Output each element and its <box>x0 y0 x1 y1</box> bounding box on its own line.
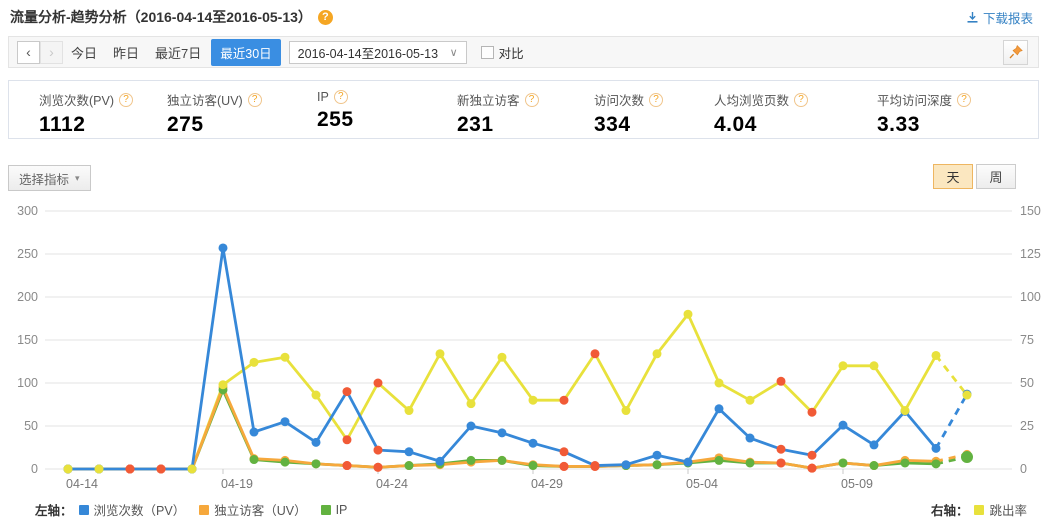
svg-text:100: 100 <box>1020 290 1041 304</box>
svg-text:04-19: 04-19 <box>221 477 253 491</box>
legend-item-ip: IP <box>320 502 348 517</box>
stat-new-uv-value: 231 <box>457 113 494 136</box>
legend-left-axis-title: 左轴： <box>35 504 73 518</box>
download-report-link[interactable]: 下载报表 <box>966 8 1033 27</box>
metric-selector-button[interactable]: 选择指标 ▾ <box>8 165 91 191</box>
stat-pages-per-visit-help-icon[interactable]: ? <box>794 92 809 107</box>
legend-item-uv-label: 独立访客（UV） <box>214 504 307 518</box>
ip-swatch-icon <box>320 504 331 515</box>
stat-avg-depth: 平均访问深度? 3.33 <box>877 90 1038 138</box>
range-last7days[interactable]: 最近7日 <box>155 45 202 61</box>
svg-text:150: 150 <box>1020 204 1041 218</box>
summary-stats: 浏览次数(PV)? 1112 独立访客(UV)? 275 IP? 255 新独立… <box>8 80 1039 139</box>
stat-new-uv-label: 新独立访客 <box>457 94 520 108</box>
svg-text:300: 300 <box>17 204 38 218</box>
stat-ip-help-icon[interactable]: ? <box>333 90 348 104</box>
stat-uv: 独立访客(UV)? 275 <box>167 90 317 138</box>
legend-item-ip-label: IP <box>335 502 348 517</box>
title-row: 流量分析-趋势分析（2016-04-14至2016-05-13） ? 下载报表 <box>10 6 1033 28</box>
stat-pv-label: 浏览次数(PV) <box>39 94 115 108</box>
stat-visits-help-icon[interactable]: ? <box>649 92 664 107</box>
svg-text:50: 50 <box>1020 376 1034 390</box>
legend-right-group: 右轴： 跳出率 <box>931 500 1027 519</box>
stat-ip-value: 255 <box>317 108 354 131</box>
date-range-value: 2016-04-14至2016-05-13 <box>297 46 439 61</box>
svg-text:04-29: 04-29 <box>531 477 563 491</box>
svg-text:04-24: 04-24 <box>376 477 408 491</box>
range-last30days-selected[interactable]: 最近30日 <box>211 38 281 66</box>
compare-label: 对比 <box>498 46 524 61</box>
svg-text:125: 125 <box>1020 247 1041 261</box>
granularity-toggle: 天 周 <box>933 164 1016 189</box>
svg-text:05-04: 05-04 <box>686 477 718 491</box>
stat-pages-per-visit: 人均浏览页数? 4.04 <box>714 90 877 138</box>
stat-visits: 访问次数? 334 <box>594 90 714 138</box>
stat-pv-help-icon[interactable]: ? <box>119 92 134 107</box>
trend-chart-area: 300 150 250 125 200 100 150 75 100 50 50 25 0 0 04-14 0… <box>0 198 1047 494</box>
uv-swatch-icon <box>199 504 210 515</box>
stat-uv-label: 独立访客(UV) <box>167 94 243 108</box>
svg-text:75: 75 <box>1020 333 1034 347</box>
pushpin-icon <box>1009 45 1023 59</box>
stat-new-uv: 新独立访客? 231 <box>457 90 594 138</box>
svg-text:04-14: 04-14 <box>66 477 98 491</box>
page-title: 流量分析-趋势分析（2016-04-14至2016-05-13） <box>10 9 312 25</box>
stat-pv-value: 1112 <box>39 113 86 136</box>
compare-checkbox[interactable] <box>480 45 494 59</box>
granularity-day-button[interactable]: 天 <box>933 164 973 189</box>
stat-ip-label: IP <box>317 90 329 104</box>
caret-down-icon: ▾ <box>75 172 80 183</box>
date-toolbar: ‹ › 今日 昨日 最近7日 最近30日 2016-04-14至2016-05-… <box>8 36 1039 68</box>
prev-range-button[interactable]: ‹ <box>17 40 40 64</box>
metric-selector-label: 选择指标 <box>19 172 70 187</box>
svg-text:250: 250 <box>17 247 38 261</box>
date-range-select[interactable]: 2016-04-14至2016-05-13 ∨ <box>288 40 467 64</box>
granularity-week-button[interactable]: 周 <box>976 164 1016 189</box>
svg-text:150: 150 <box>17 333 38 347</box>
stat-ip: IP? 255 <box>317 90 457 138</box>
stat-uv-value: 275 <box>167 113 204 136</box>
legend-item-pv-label: 浏览次数（PV） <box>93 504 186 518</box>
chevron-down-icon: ∨ <box>449 46 458 59</box>
svg-text:05-09: 05-09 <box>841 477 873 491</box>
stat-avg-depth-help-icon[interactable]: ? <box>957 92 972 107</box>
stat-uv-help-icon[interactable]: ? <box>247 92 262 107</box>
download-icon <box>967 11 978 23</box>
svg-text:25: 25 <box>1020 419 1034 433</box>
svg-text:50: 50 <box>24 419 38 433</box>
legend-item-pv: 浏览次数（PV） <box>78 500 186 519</box>
pv-swatch-icon <box>78 504 89 515</box>
next-range-button[interactable]: › <box>40 40 63 64</box>
pin-button[interactable] <box>1003 39 1028 65</box>
stat-avg-depth-value: 3.33 <box>877 113 920 136</box>
svg-text:200: 200 <box>17 290 38 304</box>
bounce-swatch-icon <box>974 504 985 515</box>
legend-item-bounce: 跳出率 <box>974 500 1027 519</box>
stat-visits-value: 334 <box>594 113 631 136</box>
legend-right-axis-title: 右轴： <box>930 504 969 518</box>
title-help-icon[interactable]: ? <box>317 9 333 25</box>
legend-item-uv: 独立访客（UV） <box>199 500 307 519</box>
svg-text:100: 100 <box>17 376 38 390</box>
stat-avg-depth-label: 平均访问深度 <box>877 94 953 108</box>
svg-text:0: 0 <box>1020 462 1027 476</box>
stat-pages-per-visit-value: 4.04 <box>714 113 757 136</box>
range-yesterday[interactable]: 昨日 <box>113 45 140 61</box>
range-today[interactable]: 今日 <box>71 45 98 61</box>
compare-wrap: 对比 <box>480 43 524 62</box>
stat-pv: 浏览次数(PV)? 1112 <box>39 90 167 138</box>
download-label: 下载报表 <box>982 11 1033 26</box>
legend-item-bounce-label: 跳出率 <box>989 504 1027 518</box>
stat-new-uv-help-icon[interactable]: ? <box>524 92 539 107</box>
chart-legend: 左轴： 浏览次数（PV） 独立访客（UV） IP 右轴： 跳出率 <box>35 500 1027 519</box>
stat-pages-per-visit-label: 人均浏览页数 <box>714 94 790 108</box>
stat-visits-label: 访问次数 <box>594 94 645 108</box>
svg-text:0: 0 <box>31 462 38 476</box>
